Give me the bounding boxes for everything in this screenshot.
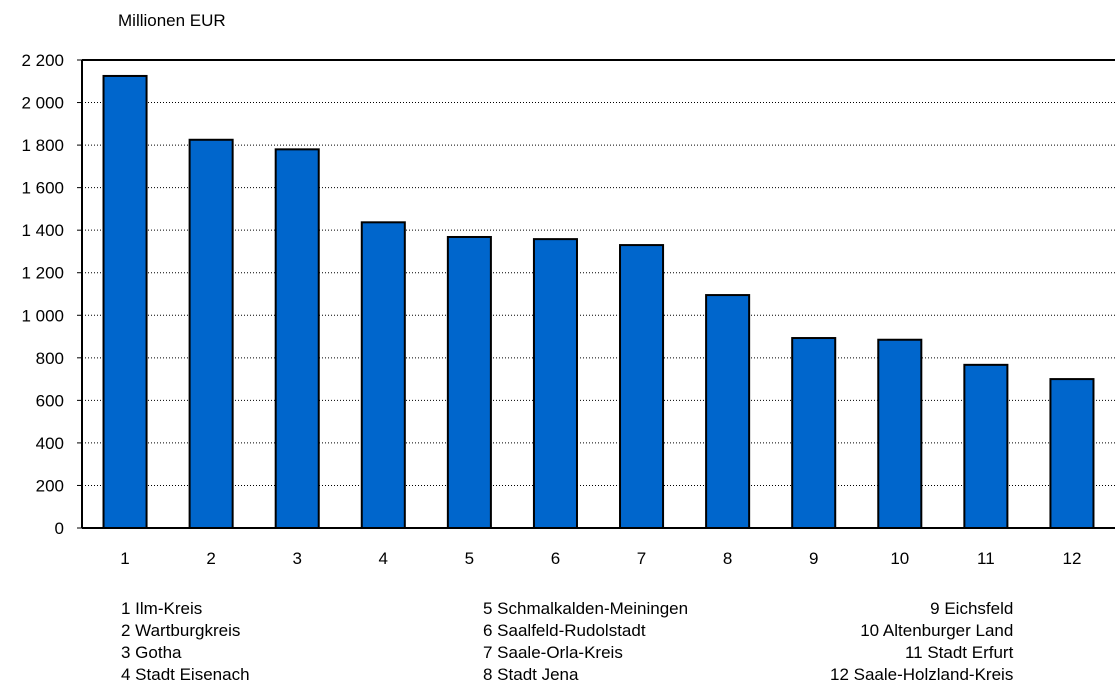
x-tick-label: 2 — [206, 549, 215, 568]
legend-item-10: 10 Altenburger Land — [860, 621, 1014, 640]
y-axis-unit-label: Millionen EUR — [118, 11, 226, 30]
y-tick-label: 200 — [36, 476, 64, 495]
bar — [619, 244, 665, 529]
x-tick-label: 7 — [637, 549, 646, 568]
y-tick-label: 1 600 — [21, 179, 64, 198]
x-tick-label: 4 — [379, 549, 388, 568]
legend-column-2: 5 Schmalkalden-Meiningen 6 Saalfeld-Rudo… — [483, 598, 688, 686]
legend-item-11: 11 Stadt Erfurt — [904, 643, 1014, 662]
legend-column-3: 9 Eichsfeld 10 Altenburger Land 11 Stadt… — [830, 598, 1013, 686]
x-tick-label: 11 — [977, 549, 995, 568]
y-tick-label: 1 800 — [21, 136, 64, 155]
bar — [188, 138, 234, 529]
bar-chart: Millionen EUR 0 200 400 600 800 1 000 1 200 1 4… — [21, 11, 1115, 568]
bar — [102, 74, 148, 529]
y-tick-label: 1 000 — [21, 306, 64, 325]
x-tick-label: 12 — [1062, 549, 1081, 568]
x-tick-label: 1 — [120, 549, 129, 568]
legend-item-1: 1 Ilm-Kreis — [121, 599, 203, 618]
legend-item-4: 4 Stadt Eisenach — [121, 665, 250, 684]
y-tick-label: 1 400 — [21, 221, 64, 240]
legend-item-12: 12 Saale-Holzland-Kreis — [830, 665, 1014, 684]
legend-item-2: 2 Wartburgkreis — [121, 621, 241, 640]
x-tick-label: 8 — [723, 549, 732, 568]
y-tick-label: 2 200 — [21, 51, 64, 70]
bar — [274, 148, 320, 529]
x-tick-label: 5 — [465, 549, 474, 568]
y-tick-label: 0 — [55, 519, 64, 538]
y-tick-label: 400 — [36, 434, 64, 453]
legend-item-5: 5 Schmalkalden-Meiningen — [483, 599, 689, 618]
x-tick-label: 9 — [809, 549, 818, 568]
bar — [963, 363, 1009, 530]
legend-column-1: 1 Ilm-Kreis 2 Wartburgkreis 3 Gotha 4 St… — [121, 598, 250, 686]
x-tick-label: 10 — [890, 549, 909, 568]
legend-item-6: 6 Saalfeld-Rudolstadt — [483, 621, 646, 640]
y-tick-label: 800 — [36, 349, 64, 368]
bar — [360, 221, 406, 529]
bar — [791, 337, 837, 529]
bar — [446, 235, 492, 529]
bar — [532, 238, 578, 529]
y-tick-label: 1 200 — [21, 264, 64, 283]
x-tick-labels: 1 2 3 4 5 6 7 8 9 10 11 12 — [120, 549, 1081, 568]
legend-item-9: 9 Eichsfeld — [930, 599, 1014, 618]
x-tick-label: 6 — [551, 549, 560, 568]
bar — [1049, 378, 1095, 529]
legend-item-8: 8 Stadt Jena — [483, 665, 579, 684]
axes — [77, 59, 1115, 529]
bar — [705, 294, 751, 529]
gridlines — [82, 102, 1115, 486]
y-tick-label: 2 000 — [21, 94, 64, 113]
x-tick-label: 3 — [292, 549, 301, 568]
legend-item-3: 3 Gotha — [121, 643, 182, 662]
y-tick-labels: 0 200 400 600 800 1 000 1 200 1 400 1 600 1 800 2 … — [21, 51, 64, 538]
legend-item-7: 7 Saale-Orla-Kreis — [483, 643, 623, 662]
bar — [877, 338, 923, 529]
bars — [102, 74, 1095, 530]
y-tick-label: 600 — [36, 391, 64, 410]
